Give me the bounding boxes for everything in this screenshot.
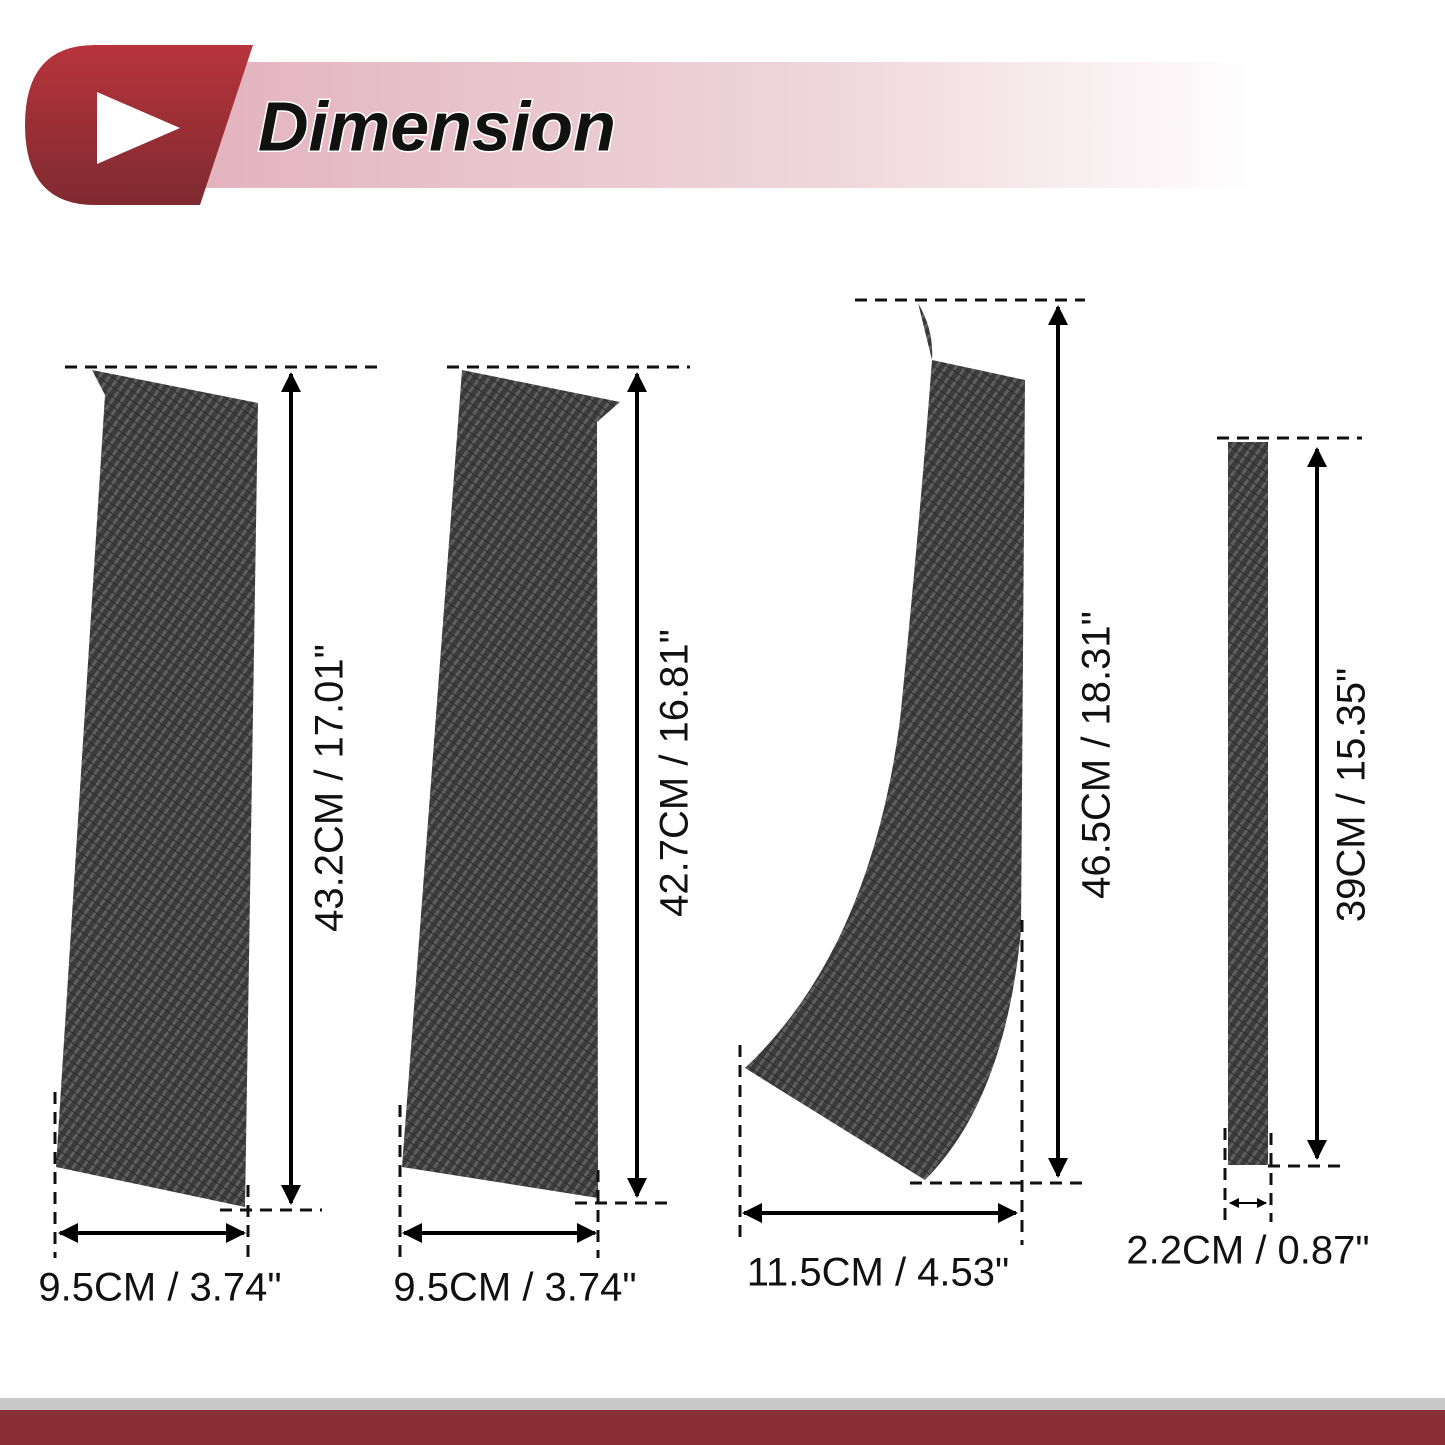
piece	[1228, 442, 1268, 1165]
height-label: 46.5CM / 18.31"	[1075, 611, 1119, 899]
width-label: 2.2CM / 0.87"	[1126, 1229, 1369, 1273]
height-label: 39CM / 15.35"	[1330, 668, 1374, 922]
piece	[745, 303, 1025, 1180]
width-label: 9.5CM / 3.74"	[38, 1266, 281, 1310]
width-label: 11.5CM / 4.53"	[747, 1251, 1009, 1295]
width-label: 9.5CM / 3.74"	[393, 1266, 636, 1310]
header-band	[200, 62, 1260, 188]
header-title: Dimension	[258, 87, 616, 165]
footer-band	[0, 1410, 1445, 1445]
play-icon	[97, 92, 180, 164]
piece	[56, 370, 258, 1207]
footer-line	[0, 1398, 1445, 1410]
height-label: 42.7CM / 16.81"	[653, 629, 697, 917]
height-label: 43.2CM / 17.01"	[308, 644, 352, 932]
piece	[402, 370, 620, 1198]
